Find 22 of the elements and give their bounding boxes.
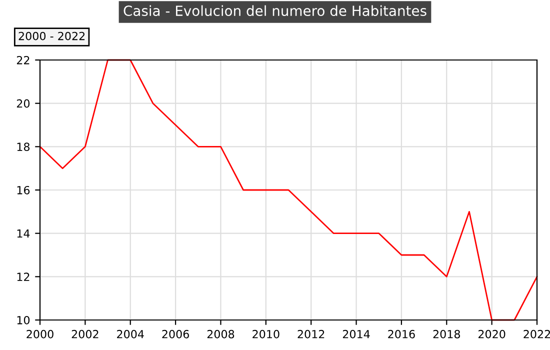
x-tick-label: 2004 xyxy=(117,330,144,338)
x-tick-label: 2020 xyxy=(478,330,506,338)
line-series xyxy=(39,59,538,321)
y-tick-label: 18 xyxy=(17,142,30,152)
y-tick-label: 22 xyxy=(16,56,30,64)
x-tick-label: 2014 xyxy=(342,330,370,338)
y-tick-label: 12 xyxy=(17,272,30,281)
x-tick-label: 2012 xyxy=(298,330,324,338)
chart-title: Casia - Evolucion del numero de Habitantes xyxy=(124,5,426,16)
y-tick-label: 14 xyxy=(17,229,30,238)
x-tick-label: 2002 xyxy=(72,330,98,338)
y-tick-label: 10 xyxy=(17,316,30,324)
x-tick-label: 2006 xyxy=(162,330,189,338)
x-tick-label: 2000 xyxy=(26,330,54,338)
x-tick-label: 2022 xyxy=(524,330,550,338)
text: 2000 - 2022 xyxy=(18,32,85,40)
x-tick-label: 2010 xyxy=(252,330,280,338)
x-tick-label: 2008 xyxy=(207,330,234,338)
x-tick-label: 2018 xyxy=(433,330,460,338)
y-tick-label: 16 xyxy=(17,186,30,194)
y-tick-label: 20 xyxy=(16,99,30,108)
x-tick-label: 2016 xyxy=(388,330,415,338)
